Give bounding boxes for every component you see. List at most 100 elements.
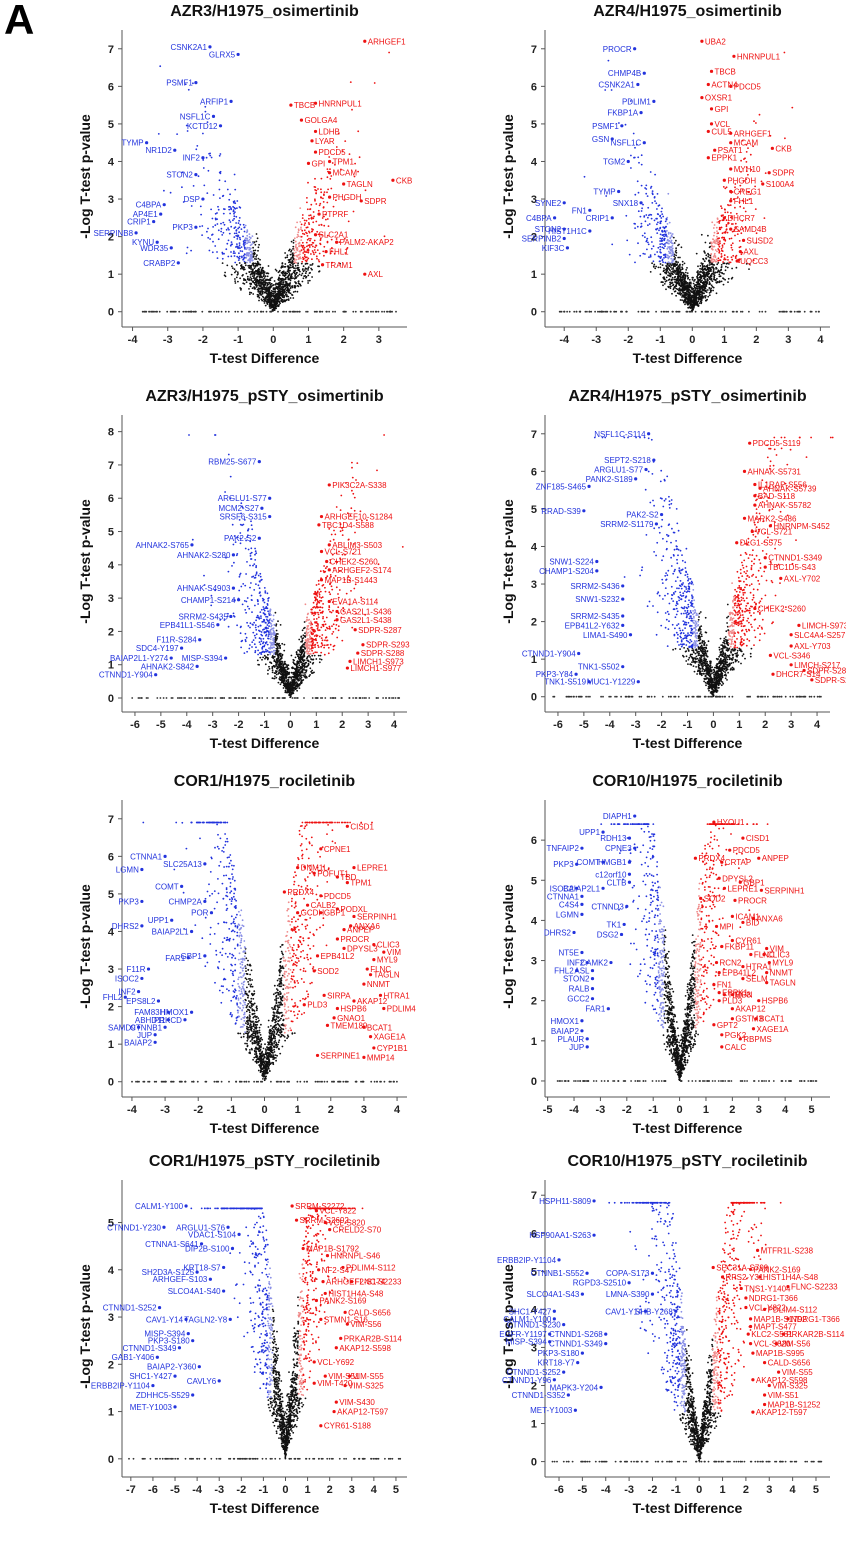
data-point: [292, 254, 295, 257]
data-point: [791, 106, 794, 109]
data-point: [358, 559, 361, 562]
data-point: [715, 268, 717, 270]
data-point: [258, 652, 261, 654]
data-point: [680, 273, 683, 276]
data-point: [300, 635, 303, 638]
x-tick-label: 2: [341, 334, 347, 346]
data-point: [257, 281, 260, 284]
data-point: [644, 220, 647, 223]
data-point: [685, 283, 687, 285]
labeled-point-marker: [289, 103, 293, 107]
data-point: [271, 309, 274, 312]
data-point: [229, 221, 232, 223]
data-point: [376, 469, 378, 472]
data-point: [360, 596, 362, 599]
data-point: [235, 215, 238, 218]
data-point: [250, 266, 253, 269]
data-point: [255, 283, 258, 286]
data-point: [242, 583, 245, 585]
data-point: [667, 233, 670, 235]
data-point: [672, 236, 675, 239]
data-point: [329, 252, 332, 255]
data-point: [644, 187, 646, 189]
data-point: [228, 198, 231, 201]
data-point: [269, 277, 272, 280]
data-point: [243, 260, 246, 263]
data-point: [698, 273, 701, 276]
labeled-point-marker: [729, 131, 733, 135]
data-point: [325, 576, 328, 579]
data-point: [336, 636, 339, 639]
data-point: [284, 283, 287, 285]
data-point: [266, 275, 269, 278]
labeled-point-marker: [709, 122, 714, 126]
data-point: [226, 188, 229, 191]
data-point: [712, 255, 715, 258]
data-point: [229, 212, 232, 215]
data-point: [283, 284, 285, 286]
data-point: [263, 284, 265, 287]
data-point: [301, 670, 304, 672]
data-point: [682, 275, 685, 278]
data-point: [230, 273, 233, 276]
data-point: [269, 641, 271, 644]
data-point: [637, 310, 640, 313]
labeled-point-marker: [722, 178, 726, 182]
point-label: AXL: [368, 270, 384, 279]
data-point: [678, 275, 681, 278]
data-point: [701, 275, 703, 277]
data-point: [257, 295, 260, 298]
data-point: [728, 263, 730, 265]
data-point: [302, 645, 304, 648]
data-point: [208, 249, 211, 252]
data-point: [736, 233, 739, 236]
data-point: [694, 310, 697, 313]
data-point: [284, 263, 287, 265]
data-point: [216, 257, 219, 259]
data-point: [248, 647, 251, 650]
data-point: [294, 286, 296, 289]
point-label: FHL1: [734, 197, 754, 206]
data-point: [242, 523, 245, 526]
data-point: [262, 656, 264, 659]
data-point: [265, 272, 268, 275]
data-point: [302, 232, 304, 235]
data-point: [271, 276, 273, 279]
data-point: [290, 678, 293, 680]
data-point: [715, 266, 717, 269]
data-point: [660, 310, 663, 313]
data-point: [293, 269, 296, 272]
y-tick-label: 2: [108, 232, 114, 244]
data-point: [249, 261, 252, 264]
data-point: [640, 154, 643, 157]
data-point: [188, 434, 190, 436]
data-point: [297, 228, 300, 231]
data-point: [312, 658, 315, 661]
data-point: [680, 271, 683, 274]
data-point: [246, 252, 249, 254]
data-point: [272, 298, 275, 301]
data-point: [705, 282, 708, 284]
point-label: SLC2A1: [319, 231, 349, 240]
data-point: [275, 652, 278, 654]
data-point: [809, 310, 812, 313]
data-point: [321, 634, 324, 636]
data-point: [641, 207, 643, 210]
data-point: [145, 310, 148, 313]
data-point: [370, 310, 372, 313]
labeled-point-marker: [313, 129, 318, 134]
data-point: [242, 240, 245, 243]
data-point: [715, 226, 718, 229]
data-point: [275, 302, 278, 305]
data-point: [232, 219, 234, 222]
labeled-point-marker: [313, 150, 318, 154]
data-point: [693, 291, 696, 294]
data-point: [254, 287, 256, 290]
data-point: [222, 194, 225, 197]
data-point: [560, 310, 563, 313]
data-point: [671, 251, 674, 254]
data-point: [708, 281, 711, 283]
data-point: [261, 281, 264, 284]
data-point: [189, 310, 191, 313]
data-point: [265, 641, 268, 643]
